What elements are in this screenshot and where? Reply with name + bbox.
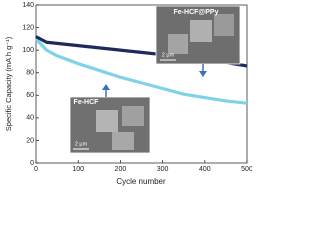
inset-label: Fe-HCF@PPy	[174, 9, 219, 16]
x-tick-label: 300	[157, 166, 169, 173]
series-line	[34, 37, 248, 105]
x-tick-label: 400	[199, 166, 211, 173]
inset-ppy: Fe-HCF@PPy 2 μm	[155, 5, 241, 77]
y-tick-label: 60	[26, 92, 34, 99]
arrow-head	[102, 84, 110, 90]
inset-label: Fe-HCF	[74, 99, 100, 106]
y-tick-label: 0	[30, 160, 34, 167]
y-tick-label: 140	[22, 2, 34, 9]
x-tick-label: 100	[72, 166, 84, 173]
y-tick-label: 40	[26, 115, 34, 122]
chart: Cycle number Specific Capacity (mA h g⁻¹…	[4, 2, 252, 186]
scale-label: 2 μm	[162, 52, 175, 58]
y-tick-label: 20	[26, 137, 34, 144]
x-tick-label: 200	[115, 166, 127, 173]
cube	[168, 34, 188, 54]
arrow-head	[199, 71, 207, 77]
x-tick-label: 0	[34, 166, 38, 173]
y-axis-label: Specific Capacity (mA h g⁻¹)	[4, 36, 13, 131]
cube	[96, 110, 118, 132]
inset-hcf: Fe-HCF 2 μm	[69, 84, 151, 154]
x-tick-label: 500	[241, 166, 252, 173]
cube	[122, 106, 144, 126]
scale-label: 2 μm	[75, 141, 88, 147]
cube	[214, 14, 234, 36]
x-axis-label: Cycle number	[116, 177, 166, 186]
plot-frame	[35, 4, 248, 164]
cube	[190, 20, 212, 42]
y-tick-label: 80	[26, 70, 34, 77]
y-tick-label: 100	[22, 47, 34, 54]
y-tick-label: 120	[22, 24, 34, 31]
cube	[112, 132, 134, 150]
